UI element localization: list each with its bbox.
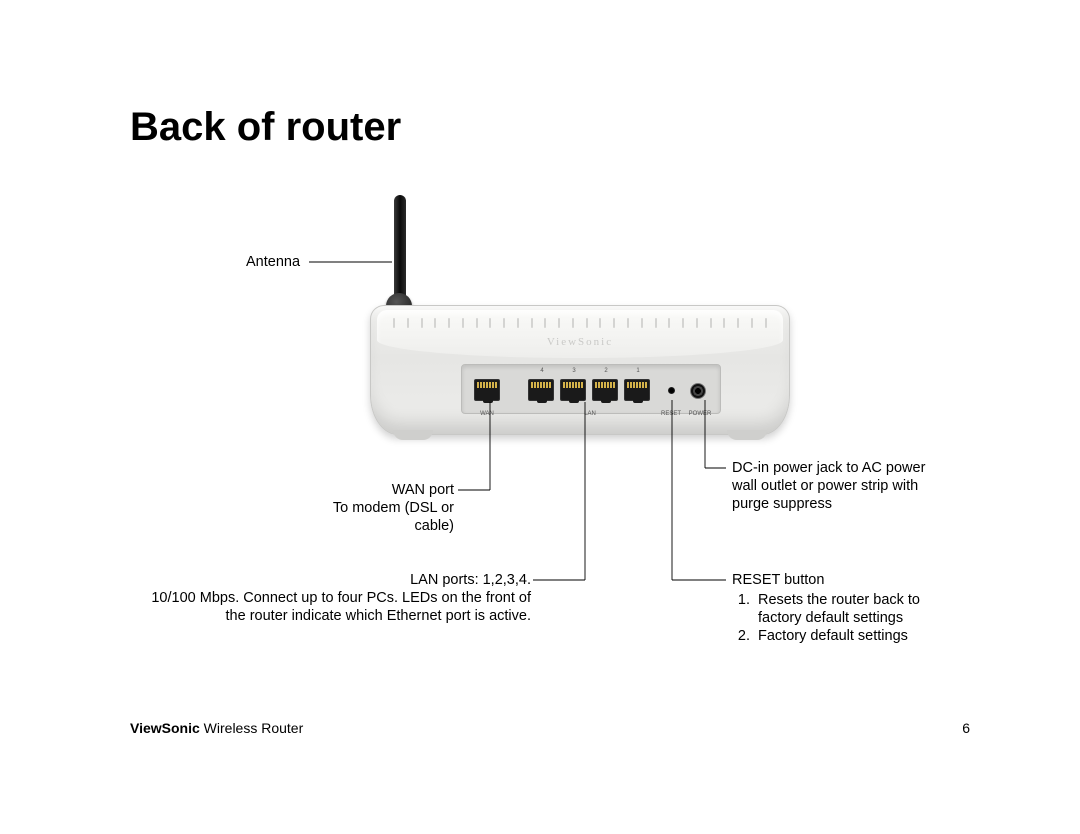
callout-reset: RESET button Resets the router back to f… [732, 571, 952, 646]
router-top: ViewSonic [377, 310, 783, 358]
lan-num-3: 3 [572, 368, 575, 374]
footer-left: ViewSonic Wireless Router [130, 720, 303, 736]
router-foot-left [393, 430, 433, 440]
callout-wan: WAN port To modem (DSL or cable) [290, 481, 454, 535]
lan-label: LAN [584, 411, 596, 417]
callout-antenna: Antenna [246, 253, 300, 271]
callout-antenna-label: Antenna [246, 254, 300, 270]
callout-wan-body: To modem (DSL or cable) [290, 499, 454, 535]
reset-hole-icon [668, 387, 675, 394]
footer-product: Wireless Router [200, 720, 303, 736]
lan-num-1: 1 [636, 368, 639, 374]
power-label: POWER [689, 411, 712, 417]
callout-reset-item-2: Factory default settings [754, 627, 952, 645]
callout-wan-heading: WAN port [290, 481, 454, 499]
router-foot-right [727, 430, 767, 440]
lan-port-4-icon [528, 379, 554, 401]
power-jack-icon [690, 383, 706, 399]
wan-label: WAN [480, 411, 494, 417]
lan-port-3-icon [560, 379, 586, 401]
callout-reset-item-1: Resets the router back to factory defaul… [754, 591, 952, 627]
lan-port-2-icon [592, 379, 618, 401]
callout-lan: LAN ports: 1,2,3,4. 10/100 Mbps. Connect… [132, 571, 531, 625]
callout-reset-heading: RESET button [732, 571, 952, 589]
lan-port-1-icon [624, 379, 650, 401]
callout-dcin-body: DC-in power jack to AC power wall outlet… [732, 459, 942, 513]
callout-dcin: DC-in power jack to AC power wall outlet… [732, 459, 942, 513]
lan-num-2: 2 [604, 368, 607, 374]
router-body: ViewSonic 4 3 2 1 WAN LAN RESET POW [370, 305, 790, 435]
page-title: Back of router [130, 105, 401, 150]
reset-label: RESET [661, 411, 681, 417]
ports-panel: 4 3 2 1 WAN LAN RESET POWER [461, 364, 721, 414]
callout-lan-body: 10/100 Mbps. Connect up to four PCs. LED… [132, 589, 531, 625]
callout-lan-heading: LAN ports: 1,2,3,4. [132, 571, 531, 589]
antenna [394, 195, 406, 303]
footer-brand: ViewSonic [130, 720, 200, 736]
lan-num-4: 4 [540, 368, 543, 374]
page-number: 6 [962, 720, 970, 736]
router-diagram: ViewSonic 4 3 2 1 WAN LAN RESET POW [370, 195, 790, 445]
wan-port-icon [474, 379, 500, 401]
page-footer: ViewSonic Wireless Router 6 [130, 720, 970, 736]
router-brand-text: ViewSonic [377, 336, 783, 348]
